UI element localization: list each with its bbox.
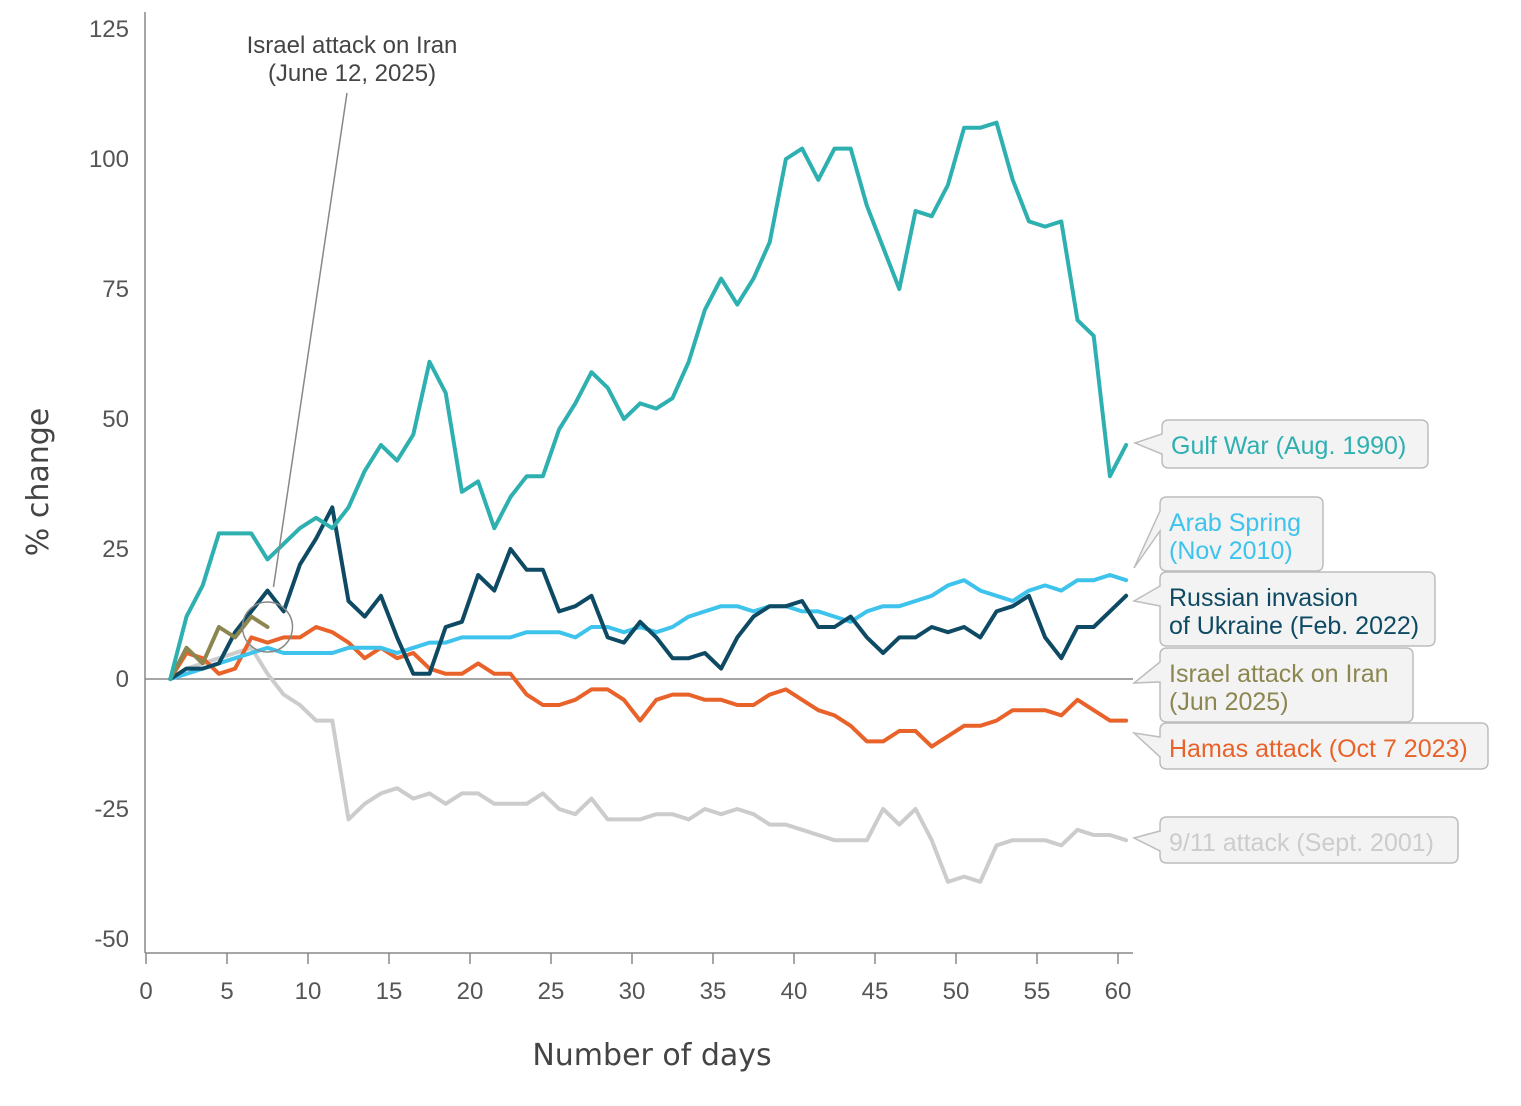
callout-label-line: Russian invasion bbox=[1169, 584, 1358, 612]
x-tick-label: 5 bbox=[220, 978, 233, 1005]
callout-label-line: Israel attack on Iran bbox=[1169, 660, 1389, 688]
callout-label-line: (Nov 2010) bbox=[1169, 537, 1293, 565]
y-tick-label: -25 bbox=[94, 796, 129, 823]
callout-israel-attack-on-iran-jun-2025: Israel attack on Iran(Jun 2025) bbox=[1131, 647, 1414, 723]
callout-label-line: Arab Spring bbox=[1169, 509, 1301, 537]
axes: 125 100 75 50 25 0 -25 -50 0 5 10 15 20 25 30 35 40 45 50 5… bbox=[89, 12, 1133, 1005]
x-tick-label: 0 bbox=[139, 978, 152, 1005]
x-tick-label: 45 bbox=[862, 978, 889, 1005]
x-tick-label: 30 bbox=[619, 978, 646, 1005]
series-line-israel-attack-on-iran-jun-2025 bbox=[168, 614, 270, 681]
annotation: Israel attack on Iran (June 12, 2025) bbox=[241, 32, 458, 653]
series-line-gulf-war-aug-1990 bbox=[168, 120, 1129, 681]
callout-box bbox=[1131, 722, 1489, 770]
x-tick-label: 10 bbox=[295, 978, 322, 1005]
x-tick-label: 35 bbox=[700, 978, 727, 1005]
x-tick-label: 20 bbox=[457, 978, 484, 1005]
x-tick-label: 55 bbox=[1024, 978, 1051, 1005]
callout-box bbox=[1133, 496, 1324, 572]
callout-label-line: of Ukraine (Feb. 2022) bbox=[1169, 612, 1419, 640]
callout-9-11-attack-sept-2001: 9/11 attack (Sept. 2001) bbox=[1131, 816, 1459, 864]
y-tick-label: 25 bbox=[102, 536, 129, 563]
series-callouts: 9/11 attack (Sept. 2001) Hamas attack (Oc… bbox=[1131, 419, 1489, 864]
x-tick-label: 60 bbox=[1105, 978, 1132, 1005]
series-lines bbox=[168, 120, 1129, 884]
x-tick-label: 50 bbox=[943, 978, 970, 1005]
x-axis-title: Number of days bbox=[532, 1038, 771, 1073]
callout-box bbox=[1131, 647, 1414, 723]
x-tick-label: 15 bbox=[376, 978, 403, 1005]
annotation-circle bbox=[241, 601, 294, 653]
y-tick-label: 50 bbox=[102, 406, 129, 433]
annotation-text-line2: (June 12, 2025) bbox=[268, 60, 436, 87]
annotation-leader-line bbox=[272, 92, 348, 588]
series-line-russian-invasion-of-ukraine-feb-2022 bbox=[168, 505, 1129, 681]
y-tick-label: 100 bbox=[89, 146, 129, 173]
annotation-text-line1: Israel attack on Iran bbox=[247, 32, 458, 59]
callout-box bbox=[1132, 419, 1429, 469]
y-tick-label: -50 bbox=[94, 926, 129, 953]
callout-label-line: 9/11 attack (Sept. 2001) bbox=[1169, 829, 1434, 857]
callout-label-line: (Jun 2025) bbox=[1169, 688, 1289, 716]
callout-label-line: Hamas attack (Oct 7 2023) bbox=[1169, 735, 1468, 763]
y-tick-label: 0 bbox=[116, 666, 129, 693]
callout-gulf-war-aug-1990: Gulf War (Aug. 1990) bbox=[1132, 419, 1429, 469]
series-line-hamas-attack-oct-7-2023 bbox=[168, 625, 1129, 749]
y-axis-title: % change bbox=[21, 408, 56, 556]
y-tick-label: 75 bbox=[102, 276, 129, 303]
callout-hamas-attack-oct-7-2023: Hamas attack (Oct 7 2023) bbox=[1131, 722, 1489, 770]
x-tick-label: 25 bbox=[538, 978, 565, 1005]
callout-label-line: Gulf War (Aug. 1990) bbox=[1171, 432, 1406, 460]
callout-box bbox=[1131, 816, 1459, 864]
x-tick-label: 40 bbox=[781, 978, 808, 1005]
callout-arab-spring-nov-2010: Arab Spring(Nov 2010) bbox=[1133, 496, 1324, 572]
y-tick-label: 125 bbox=[89, 16, 129, 43]
series-line-9-11-attack-sept-2001 bbox=[168, 645, 1129, 884]
callout-box bbox=[1131, 571, 1436, 647]
